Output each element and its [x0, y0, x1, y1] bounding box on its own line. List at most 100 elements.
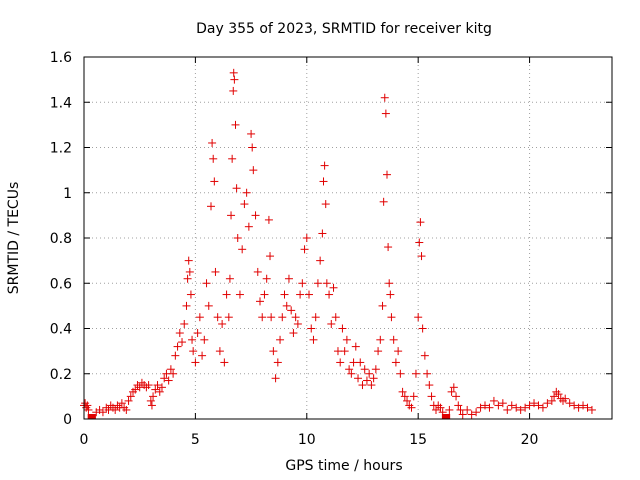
data-point: [349, 358, 358, 367]
data-point: [235, 290, 244, 299]
data-point: [385, 279, 394, 288]
data-point: [398, 387, 407, 396]
x-tick-label: 0: [80, 432, 89, 448]
data-point: [166, 365, 175, 374]
data-point: [583, 403, 592, 412]
data-point: [229, 68, 238, 77]
data-point: [144, 381, 153, 390]
data-point: [558, 396, 567, 405]
data-point: [380, 93, 389, 102]
data-point: [98, 408, 107, 417]
x-axis-label: GPS time / hours: [285, 458, 402, 474]
data-point: [83, 401, 92, 410]
data-point: [489, 396, 498, 405]
data-point: [240, 200, 249, 209]
data-point: [289, 329, 298, 338]
data-point: [142, 383, 151, 392]
data-point: [120, 403, 129, 412]
data-point: [351, 342, 360, 351]
data-point: [550, 392, 559, 401]
data-point: [189, 347, 198, 356]
data-point: [360, 365, 369, 374]
data-point: [220, 358, 229, 367]
data-point: [411, 369, 420, 378]
data-point: [183, 274, 192, 283]
data-point: [209, 154, 218, 163]
data-point: [266, 252, 275, 261]
data-point: [238, 245, 247, 254]
data-point: [494, 401, 503, 410]
data-point: [316, 256, 325, 265]
data-point: [231, 120, 240, 129]
data-point: [396, 369, 405, 378]
data-point: [146, 396, 155, 405]
data-point: [320, 161, 329, 170]
data-point: [458, 410, 467, 419]
data-point: [227, 211, 236, 220]
data-point: [81, 399, 90, 408]
data-point: [547, 396, 556, 405]
y-tick-label: 1.2: [50, 141, 72, 157]
data-point: [193, 329, 202, 338]
data-point: [224, 313, 233, 322]
data-point: [186, 290, 195, 299]
data-point: [449, 383, 458, 392]
data-point: [175, 329, 184, 338]
data-point: [153, 381, 162, 390]
data-point: [135, 383, 144, 392]
data-point: [333, 347, 342, 356]
data-point: [338, 324, 347, 333]
data-point: [253, 267, 262, 276]
data-point: [284, 274, 293, 283]
data-point: [565, 399, 574, 408]
x-tick-label: 5: [191, 432, 200, 448]
data-point: [387, 313, 396, 322]
data-point: [476, 403, 485, 412]
data-point: [258, 313, 267, 322]
data-point: [206, 202, 215, 211]
ticks: 0 0.2 0.4 0.6 0.8 1 1.2 1.4 1.6 0 5 10 15 20: [50, 50, 612, 448]
data-point: [182, 301, 191, 310]
data-point: [244, 222, 253, 231]
data-point: [318, 229, 327, 238]
data-point: [309, 335, 318, 344]
data-point: [391, 358, 400, 367]
data-point: [452, 392, 461, 401]
data-point: [124, 396, 133, 405]
data-point: [191, 358, 200, 367]
data-point: [276, 335, 285, 344]
data-point: [418, 324, 427, 333]
data-point: [126, 392, 135, 401]
data-point: [416, 218, 425, 227]
data-point: [208, 138, 217, 147]
data-point: [269, 347, 278, 356]
data-point: [534, 401, 543, 410]
data-point: [222, 290, 231, 299]
data-point: [232, 184, 241, 193]
data-point: [247, 129, 256, 138]
data-point: [178, 338, 187, 347]
data-point: [185, 267, 194, 276]
data-point: [211, 267, 220, 276]
data-point: [251, 211, 260, 220]
data-point: [325, 290, 334, 299]
data-point: [160, 374, 169, 383]
data-point: [382, 170, 391, 179]
data-point: [394, 347, 403, 356]
data-point: [403, 396, 412, 405]
x-tick-label: 10: [298, 432, 316, 448]
data-point: [225, 274, 234, 283]
data-point: [300, 245, 309, 254]
data-point: [507, 401, 516, 410]
data-point: [218, 319, 227, 328]
data-point: [204, 301, 213, 310]
y-tick-label: 1.4: [50, 95, 72, 111]
data-point: [327, 319, 336, 328]
data-point: [358, 381, 367, 390]
data-point: [420, 351, 429, 360]
data-point: [463, 405, 472, 414]
data-point: [432, 405, 440, 414]
y-tick-label: 0.6: [50, 276, 72, 292]
data-point: [164, 376, 173, 385]
data-point: [554, 390, 563, 399]
